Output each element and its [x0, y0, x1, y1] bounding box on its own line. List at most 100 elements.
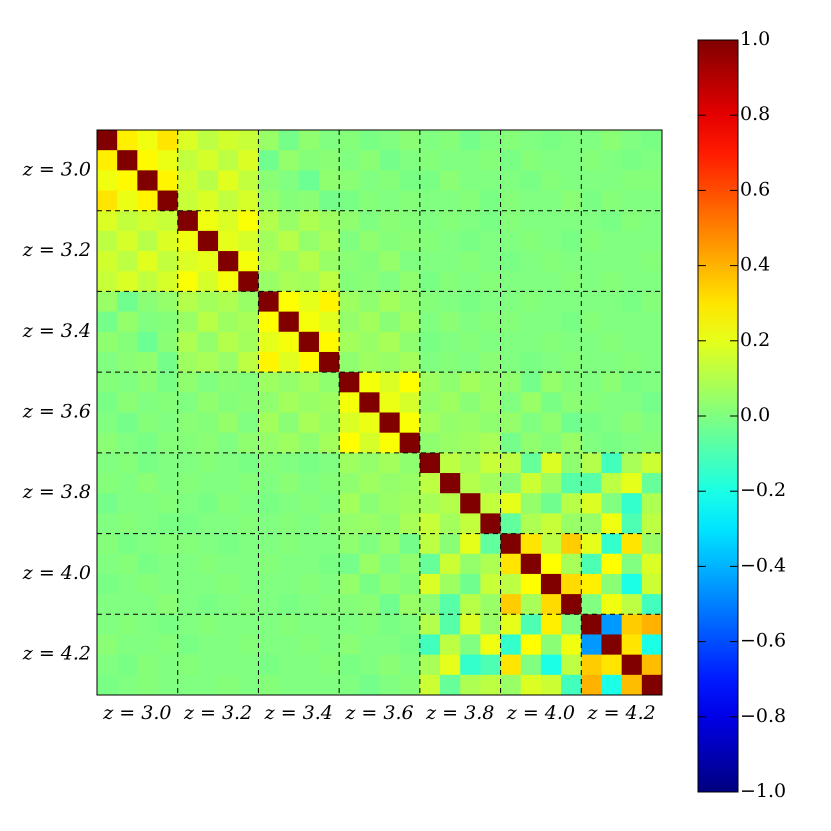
heatmap-cell	[137, 210, 159, 232]
heatmap-cell	[460, 331, 481, 353]
heatmap-cell	[399, 291, 421, 313]
heatmap-cell	[117, 594, 138, 615]
heatmap-cell	[339, 210, 360, 232]
heatmap-cell	[177, 150, 199, 171]
heatmap-cell	[339, 230, 360, 252]
heatmap-cell	[318, 230, 340, 252]
colorbar-tick-label: −0.8	[740, 705, 786, 727]
heatmap-cell	[561, 533, 582, 555]
heatmap-cell	[601, 190, 623, 212]
heatmap-cell	[177, 210, 199, 232]
heatmap-cell	[440, 674, 461, 696]
heatmap-cell	[218, 210, 239, 232]
heatmap-cell	[298, 130, 320, 151]
heatmap-cell	[137, 573, 159, 595]
heatmap-cell	[177, 432, 199, 454]
heatmap-cell	[157, 190, 179, 212]
heatmap-cell	[177, 654, 199, 676]
heatmap-cell	[500, 493, 522, 514]
heatmap-cell	[97, 594, 118, 615]
heatmap-cell	[440, 351, 461, 373]
heatmap-cell	[641, 473, 663, 494]
heatmap-cell	[460, 210, 481, 232]
heatmap-cell	[399, 351, 421, 373]
heatmap-cell	[379, 614, 401, 635]
heatmap-cell	[238, 170, 259, 192]
heatmap-cell	[238, 210, 259, 232]
heatmap-cell	[621, 271, 643, 292]
heatmap-cell	[359, 533, 380, 555]
heatmap-cell	[399, 331, 421, 353]
heatmap-cell	[157, 170, 179, 192]
heatmap-cell	[137, 594, 159, 615]
heatmap-cell	[399, 513, 421, 535]
heatmap-cell	[621, 331, 643, 353]
heatmap-cell	[419, 493, 441, 514]
heatmap-cell	[238, 150, 259, 171]
heatmap-cell	[157, 573, 179, 595]
colorbar-tick-label: −0.6	[740, 630, 786, 652]
heatmap-cell	[157, 614, 179, 635]
heatmap-cell	[258, 170, 280, 192]
heatmap-cell	[137, 473, 159, 494]
heatmap-cell	[318, 392, 340, 413]
heatmap-cell	[97, 553, 118, 575]
heatmap-cell	[339, 331, 360, 353]
heatmap-cell	[440, 412, 461, 434]
heatmap-cell	[157, 513, 179, 535]
heatmap-cell	[137, 513, 159, 535]
heatmap-cell	[440, 432, 461, 454]
heatmap-cell	[460, 392, 481, 413]
heatmap-cell	[581, 513, 602, 535]
heatmap-cell	[581, 412, 602, 434]
heatmap-cell	[97, 473, 118, 494]
heatmap-cell	[500, 190, 522, 212]
heatmap-cell	[399, 170, 421, 192]
heatmap-cell	[500, 331, 522, 353]
y-tick-label: z = 3.0	[22, 158, 91, 180]
heatmap-cell	[581, 553, 602, 575]
heatmap-cell	[561, 372, 582, 393]
heatmap-cell	[480, 654, 502, 676]
heatmap-cell	[157, 271, 179, 292]
heatmap-cell	[258, 432, 280, 454]
heatmap-cell	[238, 614, 259, 635]
heatmap-cell	[540, 573, 562, 595]
heatmap-cell	[298, 594, 320, 615]
heatmap-cell	[480, 533, 502, 555]
heatmap-cell	[641, 513, 663, 535]
heatmap-cell	[258, 230, 280, 252]
heatmap-cell	[581, 473, 602, 494]
heatmap-cell	[500, 594, 522, 615]
heatmap-cell	[480, 210, 502, 232]
heatmap-cell	[379, 573, 401, 595]
heatmap-cell	[177, 372, 199, 393]
heatmap-cell	[581, 170, 602, 192]
heatmap-cell	[399, 452, 421, 474]
heatmap-cell	[339, 190, 360, 212]
heatmap-cell	[137, 190, 159, 212]
heatmap-cell	[359, 614, 380, 635]
heatmap-cell	[298, 251, 320, 272]
heatmap-cell	[480, 251, 502, 272]
heatmap-cell	[641, 372, 663, 393]
heatmap-cell	[399, 594, 421, 615]
heatmap-cell	[601, 654, 623, 676]
heatmap-cell	[379, 372, 401, 393]
heatmap-cell	[601, 130, 623, 151]
heatmap-cell	[238, 533, 259, 555]
heatmap-cell	[278, 130, 300, 151]
heatmap-cell	[177, 634, 199, 656]
heatmap-cell	[379, 170, 401, 192]
heatmap-cell	[601, 210, 623, 232]
heatmap-cell	[318, 351, 340, 373]
heatmap-cell	[258, 473, 280, 494]
heatmap-cell	[440, 493, 461, 514]
heatmap-cell	[359, 634, 380, 656]
heatmap-cell	[379, 251, 401, 272]
heatmap-cell	[117, 654, 138, 676]
heatmap-cell	[601, 573, 623, 595]
heatmap-cell	[480, 271, 502, 292]
heatmap-cell	[238, 291, 259, 313]
heatmap-cell	[520, 291, 542, 313]
